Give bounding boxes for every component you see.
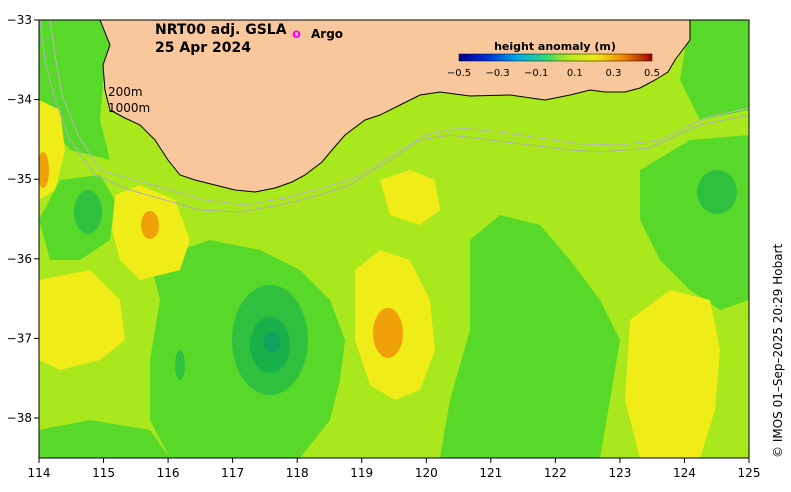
anomaly-peak-119-5 (373, 308, 403, 358)
colorbar-tick-label: 0.3 (605, 68, 621, 79)
y-tick-label: −35 (7, 172, 32, 186)
x-tick-label: 124 (673, 466, 696, 480)
australia-landmass (99, 20, 691, 193)
y-tick-label: −36 (7, 252, 32, 266)
anomaly-low-114-8 (74, 190, 102, 234)
colorbar-tick-label: −0.3 (485, 68, 509, 79)
credit-text: © IMOS 01–Sep–2025 20:29 Hobart (771, 244, 785, 458)
contour-200m (39, 20, 749, 213)
y-axis: −33 −34 −35 −36 −37 −38 (7, 13, 39, 425)
plot-frame (38, 19, 750, 459)
y-tick-label: −34 (7, 93, 32, 107)
map-title-line1: NRT00 adj. GSLA (155, 22, 287, 38)
colorbar: height anomaly (m) −0.5 −0.3 −0.1 0.1 0.3 0.5 (447, 40, 660, 79)
contour-label-1000m: 1000m (108, 101, 150, 115)
anomaly-green-south (39, 420, 170, 458)
y-tick-label: −37 (7, 331, 32, 345)
colorbar-tick-label: −0.1 (524, 68, 548, 79)
anomaly-green-east-trough (440, 215, 620, 458)
x-tick-label: 122 (544, 466, 567, 480)
x-tick-label: 118 (286, 466, 309, 480)
anomaly-yellow-southwest (39, 270, 125, 370)
x-tick-label: 123 (608, 466, 631, 480)
colorbar-tick-label: 0.1 (567, 68, 583, 79)
y-tick-label: −38 (7, 411, 32, 425)
argo-marker-icon: o (292, 27, 301, 42)
colorbar-title: height anomaly (m) (494, 40, 616, 53)
anomaly-peak-116 (141, 211, 159, 239)
anomaly-green-west (39, 20, 150, 160)
contour-label-200m: 200m (108, 85, 143, 99)
x-tick-label: 115 (92, 466, 115, 480)
x-tick-label: 117 (221, 466, 244, 480)
x-axis: 114 115 116 117 118 119 120 121 122 123 124 125 (28, 458, 761, 480)
y-tick-label: −33 (7, 13, 32, 27)
anomaly-low-124-5 (697, 170, 737, 214)
anomaly-peak-114 (39, 152, 49, 188)
map-field (39, 20, 749, 458)
x-tick-label: 116 (157, 466, 180, 480)
anomaly-yellow-east-south (625, 290, 720, 458)
colorbar-tick-label: 0.5 (644, 68, 660, 79)
x-tick-label: 120 (415, 466, 438, 480)
anomaly-green-north-coast (680, 20, 749, 120)
x-tick-label: 114 (28, 466, 51, 480)
anomaly-yellow-central-north (380, 170, 440, 225)
colorbar-tick-label: −0.5 (447, 68, 471, 79)
map-title-line2: 25 Apr 2024 (155, 40, 251, 56)
contour-1000m (49, 20, 749, 206)
x-tick-label: 119 (350, 466, 373, 480)
anomaly-low-117-5-core (264, 332, 280, 352)
colorbar-gradient (458, 53, 653, 62)
colorbar-ticks: −0.5 −0.3 −0.1 0.1 0.3 0.5 (447, 68, 660, 79)
x-tick-label: 121 (479, 466, 502, 480)
x-tick-label: 125 (738, 466, 761, 480)
anomaly-low-116-2 (175, 350, 185, 380)
argo-label: Argo (311, 27, 343, 41)
